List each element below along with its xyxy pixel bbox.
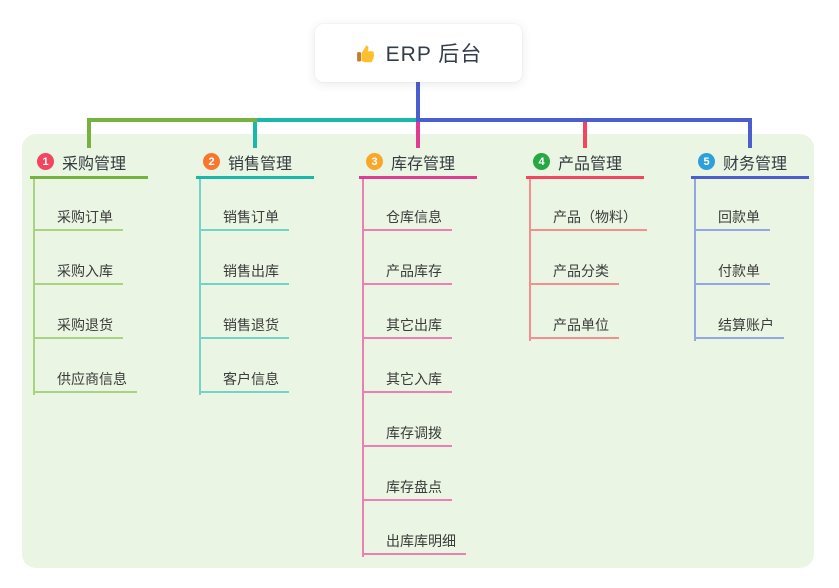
child-node-2-1[interactable]: 销售订单 xyxy=(199,203,289,231)
connector-drop-4 xyxy=(583,122,587,148)
branch-node-1[interactable]: 1 采购管理 xyxy=(30,147,148,179)
branch-badge-3: 3 xyxy=(366,153,383,170)
connector-bar-segment-3 xyxy=(416,118,752,122)
connector-drop-5 xyxy=(748,122,752,148)
branch-spine-4 xyxy=(529,179,531,341)
connector-bar-segment-2 xyxy=(257,118,416,122)
root-label: ERP 后台 xyxy=(385,43,483,66)
thumbs-up-icon xyxy=(355,43,377,65)
child-node-2-4[interactable]: 客户信息 xyxy=(199,365,289,393)
child-node-3-4[interactable]: 其它入库 xyxy=(362,365,452,393)
child-node-1-3[interactable]: 采购退货 xyxy=(33,311,123,339)
child-node-5-2[interactable]: 付款单 xyxy=(694,257,770,285)
branch-node-3[interactable]: 3 库存管理 xyxy=(359,147,477,179)
branch-label-2: 销售管理 xyxy=(228,155,293,173)
branch-node-2[interactable]: 2 销售管理 xyxy=(196,147,314,179)
child-node-3-5[interactable]: 库存调拨 xyxy=(362,419,452,447)
root-connector-line xyxy=(416,82,420,122)
child-node-5-3[interactable]: 结算账户 xyxy=(694,311,784,339)
branch-badge-5: 5 xyxy=(698,153,715,170)
child-node-1-1[interactable]: 采购订单 xyxy=(33,203,123,231)
branch-label-5: 财务管理 xyxy=(723,155,788,173)
branch-badge-1: 1 xyxy=(37,153,54,170)
connector-drop-2 xyxy=(253,122,257,148)
branch-label-1: 采购管理 xyxy=(62,155,127,173)
child-node-2-3[interactable]: 销售退货 xyxy=(199,311,289,339)
child-node-4-1[interactable]: 产品（物料） xyxy=(529,203,647,231)
branch-node-5[interactable]: 5 财务管理 xyxy=(691,147,809,179)
child-node-2-2[interactable]: 销售出库 xyxy=(199,257,289,285)
child-node-3-1[interactable]: 仓库信息 xyxy=(362,203,452,231)
branch-label-3: 库存管理 xyxy=(391,155,456,173)
branch-spine-2 xyxy=(199,179,201,395)
child-node-3-7[interactable]: 出库库明细 xyxy=(362,527,466,555)
child-node-3-3[interactable]: 其它出库 xyxy=(362,311,452,339)
branch-spine-1 xyxy=(33,179,35,395)
branch-label-4: 产品管理 xyxy=(558,155,623,173)
connector-drop-1 xyxy=(87,122,91,148)
child-node-1-2[interactable]: 采购入库 xyxy=(33,257,123,285)
child-node-4-3[interactable]: 产品单位 xyxy=(529,311,619,339)
child-node-3-2[interactable]: 产品库存 xyxy=(362,257,452,285)
branch-spine-3 xyxy=(362,179,364,557)
child-node-4-2[interactable]: 产品分类 xyxy=(529,257,619,285)
branch-badge-2: 2 xyxy=(203,153,220,170)
child-node-1-4[interactable]: 供应商信息 xyxy=(33,365,137,393)
branch-spine-5 xyxy=(694,179,696,341)
connector-drop-3 xyxy=(416,122,420,148)
root-node[interactable]: ERP 后台 xyxy=(315,24,522,82)
branch-badge-4: 4 xyxy=(533,153,550,170)
mindmap-panel xyxy=(22,134,814,568)
branch-node-4[interactable]: 4 产品管理 xyxy=(526,147,644,179)
child-node-5-1[interactable]: 回款单 xyxy=(694,203,770,231)
connector-bar-segment-1 xyxy=(87,118,257,122)
child-node-3-6[interactable]: 库存盘点 xyxy=(362,473,452,501)
